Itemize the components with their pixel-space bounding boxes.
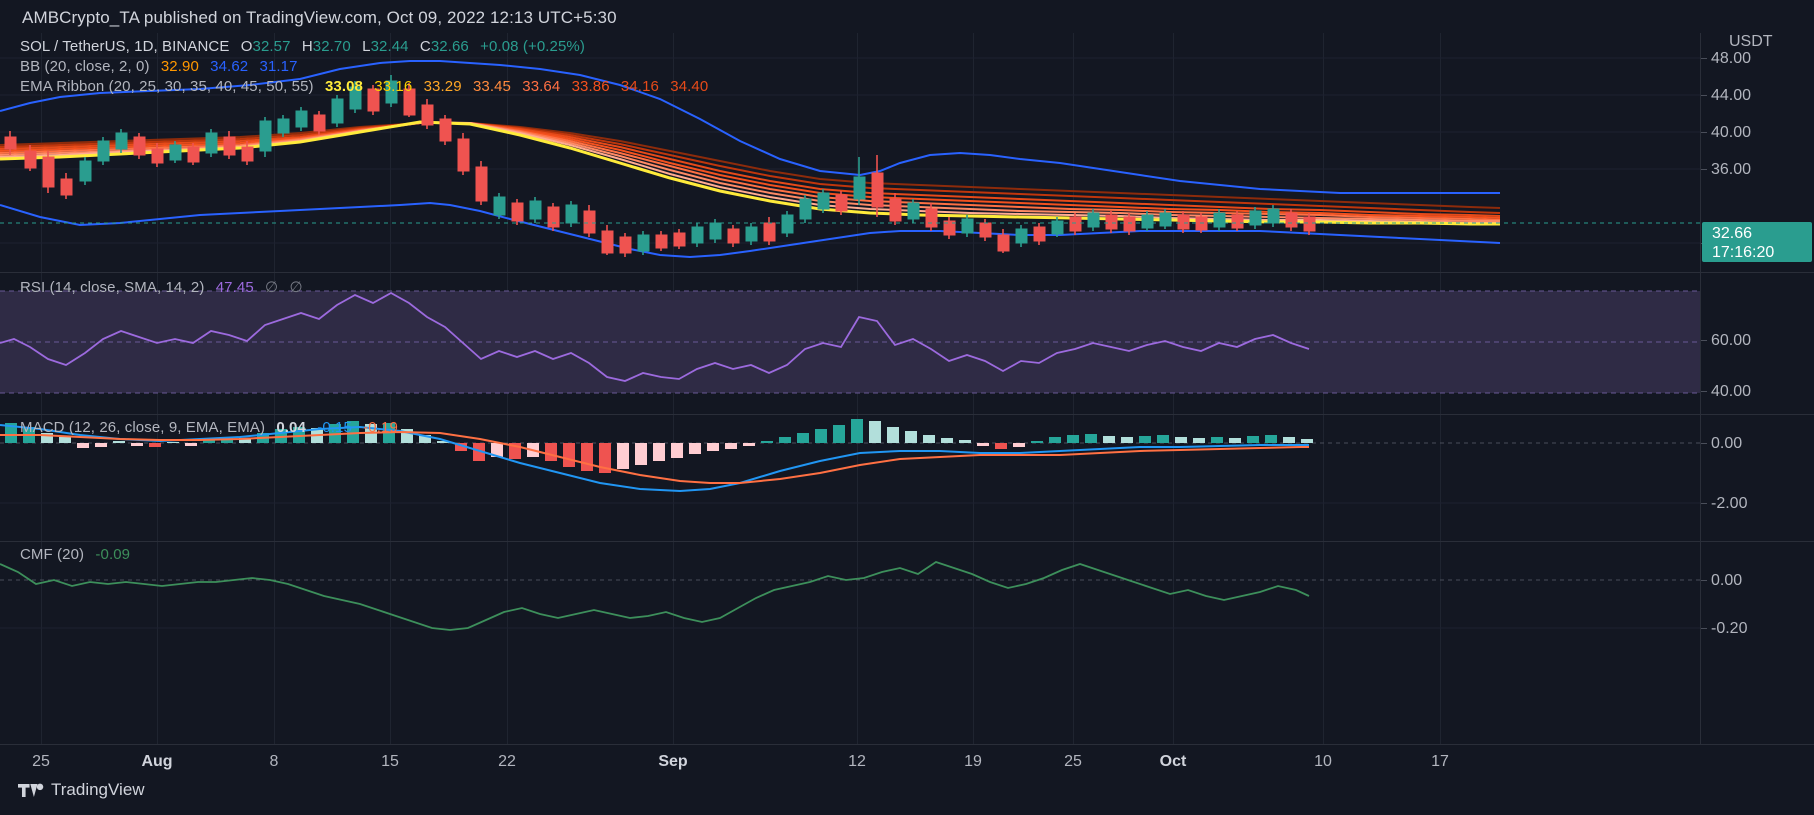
time-label-oct17: 17 bbox=[1431, 753, 1449, 770]
macd-title: MACD (12, 26, close, 9, EMA, EMA) bbox=[20, 419, 266, 436]
cmf-value: -0.09 bbox=[95, 546, 131, 563]
rsi-line bbox=[0, 291, 1310, 382]
cmf-tick-neg02: -0.20 bbox=[1711, 620, 1748, 637]
time-label-sep19: 19 bbox=[964, 753, 982, 770]
macd-tick-neg2: -2.00 bbox=[1711, 495, 1748, 512]
bb-basis-value: 32.90 bbox=[160, 58, 199, 75]
macd-pane bbox=[0, 415, 1700, 540]
macd-chart-svg bbox=[0, 419, 1700, 504]
chart-frame: SOL / TetherUS, 1D, BINANCE O32.57 H32.7… bbox=[0, 33, 1814, 744]
ema-value-30: 33.29 bbox=[423, 78, 462, 95]
symbol-legend: SOL / TetherUS, 1D, BINANCE O32.57 H32.7… bbox=[20, 38, 592, 55]
rsi-legend: RSI (14, close, SMA, 14, 2) 47.45 ∅ ∅ bbox=[20, 278, 310, 296]
time-axis[interactable]: 25 Aug 8 15 22 Sep 12 19 25 Oct 10 17 bbox=[0, 744, 1814, 779]
current-price-badge[interactable]: 32.66 17:16:20 bbox=[1702, 222, 1812, 262]
bb-upper-value: 34.62 bbox=[210, 58, 249, 75]
pane-separator bbox=[0, 541, 1814, 542]
rsi-empty-1: ∅ bbox=[265, 279, 279, 296]
rsi-title: RSI (14, close, SMA, 14, 2) bbox=[20, 279, 205, 296]
bb-upper-band bbox=[0, 60, 1500, 194]
time-label-oct10: 10 bbox=[1314, 753, 1332, 770]
ema-value-45: 33.86 bbox=[571, 78, 610, 95]
ema-value-55: 34.40 bbox=[670, 78, 709, 95]
pane-separator bbox=[0, 272, 1814, 273]
price-tick-44: 44.00 bbox=[1711, 87, 1752, 104]
time-label-oct: Oct bbox=[1159, 753, 1187, 770]
tradingview-brand-label: TradingView bbox=[51, 780, 145, 799]
price-chart-svg bbox=[0, 57, 1700, 259]
ohlc-o-value: 32.57 bbox=[252, 38, 291, 55]
macd-line-value: -0.15 bbox=[317, 419, 352, 436]
ema-value-50: 34.16 bbox=[620, 78, 659, 95]
price-tick-40: 40.00 bbox=[1711, 124, 1752, 141]
current-price-value: 32.66 bbox=[1712, 225, 1753, 242]
ema-value-35: 33.45 bbox=[472, 78, 511, 95]
cmf-chart-svg bbox=[0, 561, 1700, 631]
symbol-title: SOL / TetherUS, 1D, BINANCE bbox=[20, 38, 230, 55]
ohlc-h-value: 32.70 bbox=[312, 38, 351, 55]
countdown-timer: 17:16:20 bbox=[1712, 244, 1775, 261]
ema-title: EMA Ribbon (20, 25, 30, 35, 40, 45, 50, … bbox=[20, 78, 314, 95]
cmf-line bbox=[0, 561, 1310, 631]
price-change: +0.08 (+0.25%) bbox=[480, 38, 585, 55]
time-label-sep12: 12 bbox=[848, 753, 866, 770]
ema-value-25: 33.16 bbox=[374, 78, 413, 95]
bb-legend: BB (20, close, 2, 0) 32.90 34.62 31.17 bbox=[20, 58, 305, 75]
ohlc-o-label: O bbox=[240, 38, 253, 55]
time-label-aug: Aug bbox=[141, 753, 173, 770]
tradingview-footer[interactable]: TradingView bbox=[18, 780, 145, 800]
macd-legend: MACD (12, 26, close, 9, EMA, EMA) 0.04 -… bbox=[20, 419, 405, 436]
rsi-tick-60: 60.00 bbox=[1711, 332, 1752, 349]
price-tick-36: 36.00 bbox=[1711, 161, 1752, 178]
macd-line bbox=[0, 424, 1309, 493]
rsi-chart-svg bbox=[0, 290, 1700, 394]
attribution-text: AMBCrypto_TA published on TradingView.co… bbox=[22, 8, 617, 27]
macd-histogram bbox=[5, 419, 1313, 473]
bb-lower-value: 31.17 bbox=[259, 58, 298, 75]
bb-title: BB (20, close, 2, 0) bbox=[20, 58, 150, 75]
price-pane bbox=[0, 33, 1700, 271]
pane-separator bbox=[0, 414, 1814, 415]
cmf-tick-0: 0.00 bbox=[1711, 572, 1743, 589]
time-label-aug15: 15 bbox=[381, 753, 399, 770]
macd-signal-line bbox=[0, 430, 1309, 484]
price-axis[interactable]: USDT 48.00 44.00 40.00 36.00 28.00 60.00… bbox=[1700, 33, 1814, 744]
ohlc-c-label: C bbox=[419, 38, 431, 55]
axis-currency-label: USDT bbox=[1729, 33, 1773, 50]
cmf-legend: CMF (20) -0.09 bbox=[20, 546, 137, 563]
rsi-tick-40: 40.00 bbox=[1711, 383, 1752, 400]
rsi-value: 47.45 bbox=[215, 279, 254, 296]
ema-value-20: 33.08 bbox=[324, 78, 363, 95]
tradingview-logo-icon bbox=[18, 783, 44, 797]
price-tick-48: 48.00 bbox=[1711, 50, 1752, 67]
ohlc-c-value: 32.66 bbox=[430, 38, 469, 55]
cmf-pane bbox=[0, 542, 1700, 742]
rsi-empty-2: ∅ bbox=[289, 279, 303, 296]
ema-legend: EMA Ribbon (20, 25, 30, 35, 40, 45, 50, … bbox=[20, 78, 715, 95]
ohlc-l-label: L bbox=[362, 38, 371, 55]
ohlc-h-label: H bbox=[301, 38, 313, 55]
ohlc-l-value: 32.44 bbox=[370, 38, 409, 55]
candlestick-series bbox=[4, 75, 1316, 257]
time-label-sep: Sep bbox=[658, 753, 688, 770]
ema-value-40: 33.64 bbox=[522, 78, 561, 95]
rsi-pane bbox=[0, 273, 1700, 413]
time-label-sep25: 25 bbox=[1064, 753, 1082, 770]
cmf-title: CMF (20) bbox=[20, 546, 85, 563]
time-label-aug8: 8 bbox=[269, 753, 279, 770]
macd-tick-0: 0.00 bbox=[1711, 435, 1743, 452]
bb-lower-band bbox=[0, 201, 1501, 259]
time-label-jul25: 25 bbox=[32, 753, 50, 770]
time-label-aug22: 22 bbox=[498, 753, 516, 770]
macd-hist-value: 0.04 bbox=[276, 419, 306, 436]
macd-signal-value: -0.19 bbox=[363, 419, 398, 436]
